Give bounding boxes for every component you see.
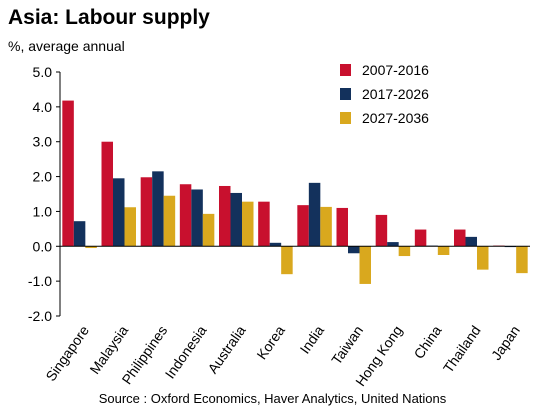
bar-2017-2026-Indonesia [191,189,203,247]
bar-2027-2036-Australia [242,201,254,247]
bar-2027-2036-Philippines [163,195,176,247]
bar-2027-2036-Korea [281,246,293,275]
legend: 2007-2016 2017-2026 2027-2036 [340,62,429,126]
bar-2017-2026-Korea [269,242,282,247]
bar-2017-2026-Hong Kong [387,242,399,247]
bar-2017-2026-Taiwan [348,246,360,254]
bar-2027-2036-India [320,206,332,247]
source-note: Source : Oxford Economics, Haver Analyti… [98,391,447,406]
y-tick-label: 1.0 [33,203,53,219]
bar-2027-2036-Hong Kong [398,246,411,257]
bar-2007-2016-Thailand [454,229,466,247]
y-tick-label: -1.0 [28,273,52,289]
legend-swatch [340,64,351,76]
chart-title: Asia: Labour supply [8,6,210,29]
category-label: Korea [253,322,288,362]
bar-2017-2026-Thailand [465,236,477,247]
y-tick-label: 2.0 [33,169,53,185]
bar-2027-2036-Malaysia [124,207,136,247]
bar-2007-2016-Malaysia [101,141,113,247]
bar-2027-2036-Taiwan [359,246,371,284]
bar-2007-2016-Taiwan [336,207,348,247]
bar-2017-2026-Singapore [73,221,86,247]
y-tick-label: 4.0 [33,99,53,115]
legend-swatch [340,112,351,124]
bar-2027-2036-China [437,246,450,255]
y-tick-label: 3.0 [33,134,53,150]
category-label: Singapore [42,322,92,384]
bar-2027-2036-Singapore [85,246,97,249]
bar-2007-2016-Hong Kong [375,214,388,247]
bar-2017-2026-Malaysia [113,178,125,247]
legend-label: 2007-2016 [362,62,429,78]
bar-2007-2016-Korea [258,201,270,247]
category-label: China [410,322,444,361]
bar-2007-2016-Singapore [62,100,74,247]
category-label: Australia [204,322,248,376]
bar-2027-2036-Thailand [477,246,489,270]
category-label: India [297,322,328,356]
legend-swatch [340,88,351,100]
bar-chart: 5.04.03.02.01.00.0-1.0-2.0 SingaporeMala… [28,62,530,389]
bar-2007-2016-Philippines [140,177,153,247]
legend-label: 2027-2036 [362,110,429,126]
bar-2007-2016-India [297,205,309,247]
y-tick-label: 5.0 [33,64,53,80]
bar-2017-2026-India [308,182,321,247]
bar-2007-2016-Australia [219,185,231,247]
category-label: Japan [488,323,523,363]
category-label: Taiwan [328,323,366,368]
y-tick-label: -2.0 [28,308,52,324]
chart-subtitle: %, average annual [8,38,125,54]
bar-2017-2026-Australia [230,192,242,247]
bar-2027-2036-Japan [516,246,528,274]
bar-2007-2016-Indonesia [179,184,192,247]
legend-label: 2017-2026 [362,86,429,102]
bar-2017-2026-Philippines [152,171,164,247]
bar-2007-2016-China [414,229,427,247]
category-label: Thailand [440,323,484,376]
bar-2027-2036-Indonesia [202,213,215,247]
y-tick-label: 0.0 [33,238,53,254]
